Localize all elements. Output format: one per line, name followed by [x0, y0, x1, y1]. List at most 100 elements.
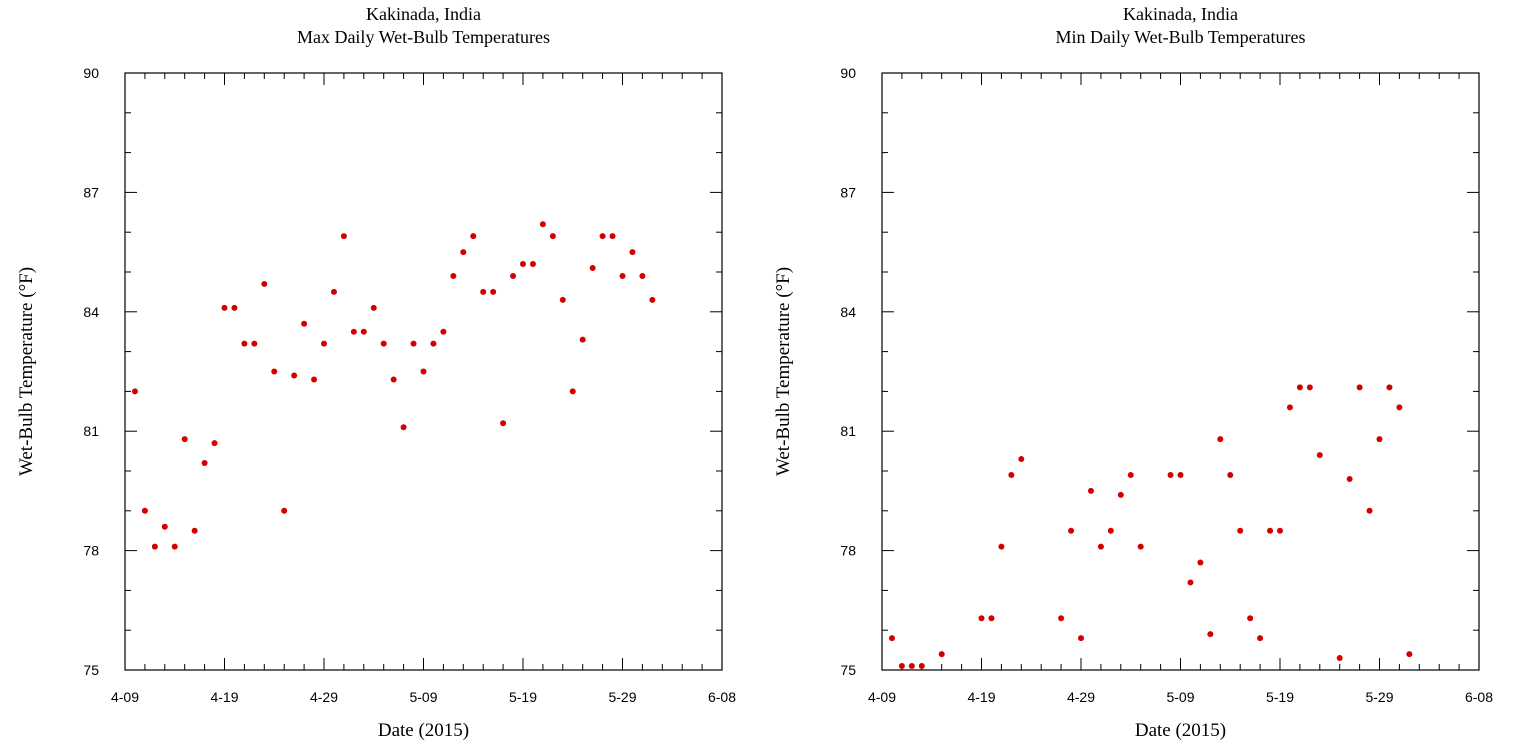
- data-point: [231, 304, 238, 311]
- data-point: [1137, 543, 1144, 550]
- data-point: [450, 272, 457, 279]
- data-point: [1306, 384, 1313, 391]
- data-point: [1078, 635, 1084, 642]
- data-point: [978, 615, 985, 622]
- data-point: [291, 372, 298, 379]
- y-tick-label: 90: [840, 65, 856, 81]
- data-point: [1406, 651, 1413, 658]
- data-point: [649, 296, 656, 303]
- data-point: [599, 233, 606, 240]
- max-wetbulb-chart: Kakinada, India Max Daily Wet-Bulb Temper…: [16, 4, 736, 741]
- data-point: [301, 320, 308, 327]
- data-point: [589, 265, 596, 272]
- plot-frame: [881, 72, 1480, 671]
- data-point: [1376, 436, 1383, 443]
- data-point: [410, 340, 417, 347]
- data-point: [261, 280, 268, 287]
- data-point: [191, 527, 198, 534]
- data-point: [1386, 384, 1393, 391]
- data-point: [1296, 384, 1303, 391]
- data-point: [609, 233, 616, 240]
- data-point: [1058, 615, 1065, 622]
- y-tick-label: 75: [83, 662, 99, 678]
- data-point: [1277, 527, 1283, 534]
- data-point: [131, 388, 138, 395]
- data-point: [500, 420, 507, 427]
- data-point: [1286, 404, 1293, 411]
- x-tick-label: 4-19: [967, 689, 995, 705]
- data-point: [529, 261, 536, 268]
- x-tick-label: 5-09: [409, 689, 437, 705]
- y-tick-label: 75: [840, 662, 856, 678]
- data-point: [1257, 635, 1264, 642]
- y-tick-label: 90: [83, 65, 99, 81]
- data-point: [639, 272, 646, 279]
- y-tick-label: 81: [840, 423, 856, 439]
- x-tick-label: 5-09: [1166, 689, 1194, 705]
- y-axis-ticks: 75 78 81 84 87 90: [83, 65, 722, 678]
- data-point: [281, 507, 288, 514]
- data-point: [998, 543, 1005, 550]
- data-point: [360, 328, 367, 335]
- data-point: [141, 507, 148, 514]
- data-points: [888, 384, 1413, 670]
- data-point: [1177, 471, 1184, 478]
- data-point: [1197, 559, 1204, 566]
- y-tick-label: 81: [83, 423, 99, 439]
- data-point: [549, 233, 556, 240]
- y-axis-label: Wet-Bulb Temperature (°F): [773, 267, 794, 476]
- data-point: [251, 340, 258, 347]
- data-point: [539, 221, 546, 228]
- max-wetbulb-panel: Kakinada, India Max Daily Wet-Bulb Temper…: [16, 4, 736, 741]
- data-point: [1087, 487, 1094, 494]
- data-point: [340, 233, 347, 240]
- x-tick-label: 5-29: [608, 689, 636, 705]
- data-point: [400, 424, 407, 431]
- data-point: [1187, 579, 1194, 586]
- data-point: [988, 615, 995, 622]
- data-point: [619, 272, 626, 279]
- data-point: [1018, 456, 1025, 463]
- data-point: [1227, 471, 1234, 478]
- x-tick-label: 6-08: [1465, 689, 1493, 705]
- data-point: [161, 523, 168, 530]
- data-point: [520, 261, 526, 268]
- x-tick-label: 4-09: [111, 689, 139, 705]
- data-point: [430, 340, 437, 347]
- data-point: [1097, 543, 1104, 550]
- data-point: [1008, 471, 1015, 478]
- y-axis-label: Wet-Bulb Temperature (°F): [16, 267, 37, 476]
- data-point: [321, 340, 327, 347]
- data-point: [311, 376, 318, 383]
- data-points: [131, 221, 656, 550]
- y-tick-label: 84: [83, 304, 99, 320]
- y-tick-label: 87: [840, 184, 856, 200]
- x-tick-label: 5-19: [509, 689, 537, 705]
- x-axis-label: Date (2015): [378, 720, 469, 741]
- data-point: [1247, 615, 1254, 622]
- data-point: [1267, 527, 1274, 534]
- x-tick-label: 5-29: [1365, 689, 1393, 705]
- x-axis-label: Date (2015): [1135, 720, 1226, 741]
- data-point: [271, 368, 278, 375]
- data-point: [908, 663, 915, 670]
- data-point: [559, 296, 566, 303]
- data-point: [569, 388, 576, 395]
- x-tick-label: 4-29: [310, 689, 338, 705]
- data-point: [1366, 507, 1373, 514]
- data-point: [211, 440, 218, 447]
- data-point: [151, 543, 158, 550]
- data-point: [1346, 475, 1353, 482]
- y-tick-label: 78: [83, 543, 99, 559]
- data-point: [510, 272, 517, 279]
- data-point: [350, 328, 357, 335]
- data-point: [938, 651, 945, 658]
- data-point: [1167, 471, 1174, 478]
- x-tick-label: 5-19: [1266, 689, 1294, 705]
- data-point: [440, 328, 447, 335]
- data-point: [480, 288, 487, 295]
- data-point: [1356, 384, 1363, 391]
- data-point: [1068, 527, 1075, 534]
- data-point: [490, 288, 497, 295]
- x-tick-label: 4-09: [868, 689, 896, 705]
